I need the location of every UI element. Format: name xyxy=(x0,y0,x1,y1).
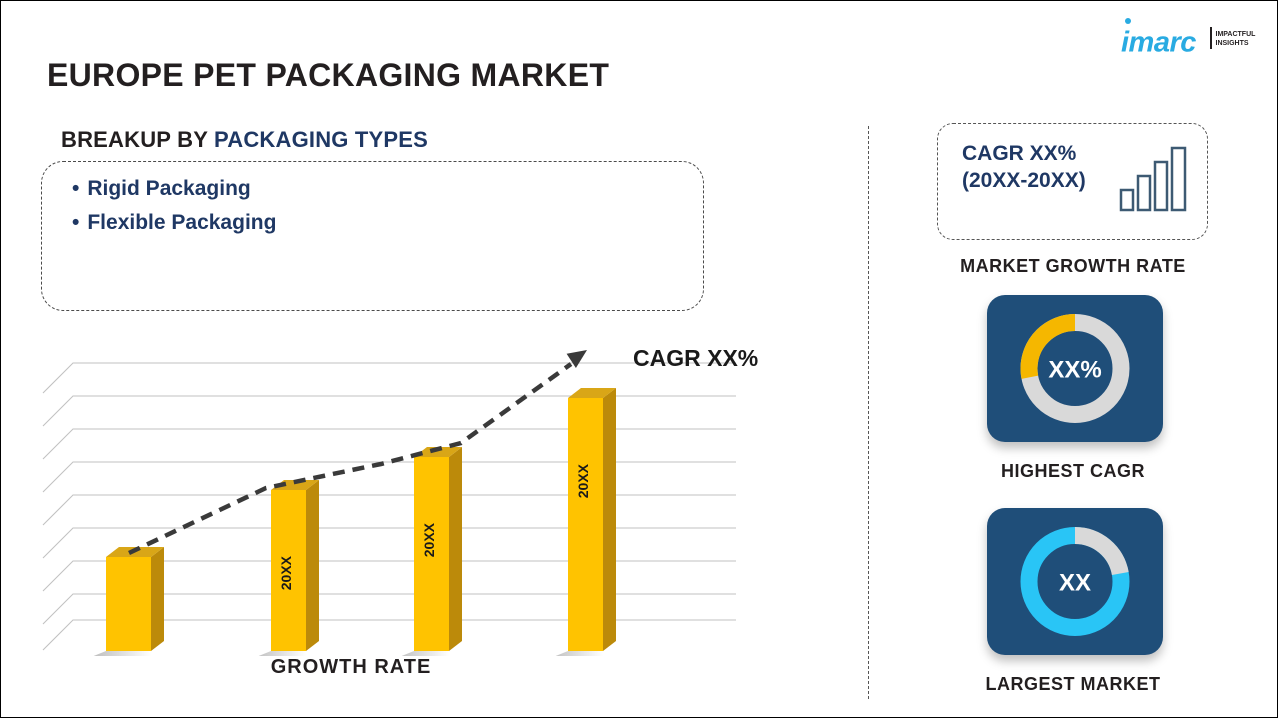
svg-text:IMPACTFUL: IMPACTFUL xyxy=(1216,31,1257,38)
svg-text:20XX: 20XX xyxy=(278,555,294,590)
svg-text:20XX: 20XX xyxy=(421,522,437,557)
svg-text:INSIGHTS: INSIGHTS xyxy=(1216,40,1249,47)
svg-text:20XX: 20XX xyxy=(575,463,591,498)
svg-text:XX%: XX% xyxy=(1048,357,1101,384)
svg-text:imarc: imarc xyxy=(1121,27,1196,59)
svg-text:XX: XX xyxy=(1059,570,1091,597)
svg-text:CAGR XX%: CAGR XX% xyxy=(633,346,758,371)
